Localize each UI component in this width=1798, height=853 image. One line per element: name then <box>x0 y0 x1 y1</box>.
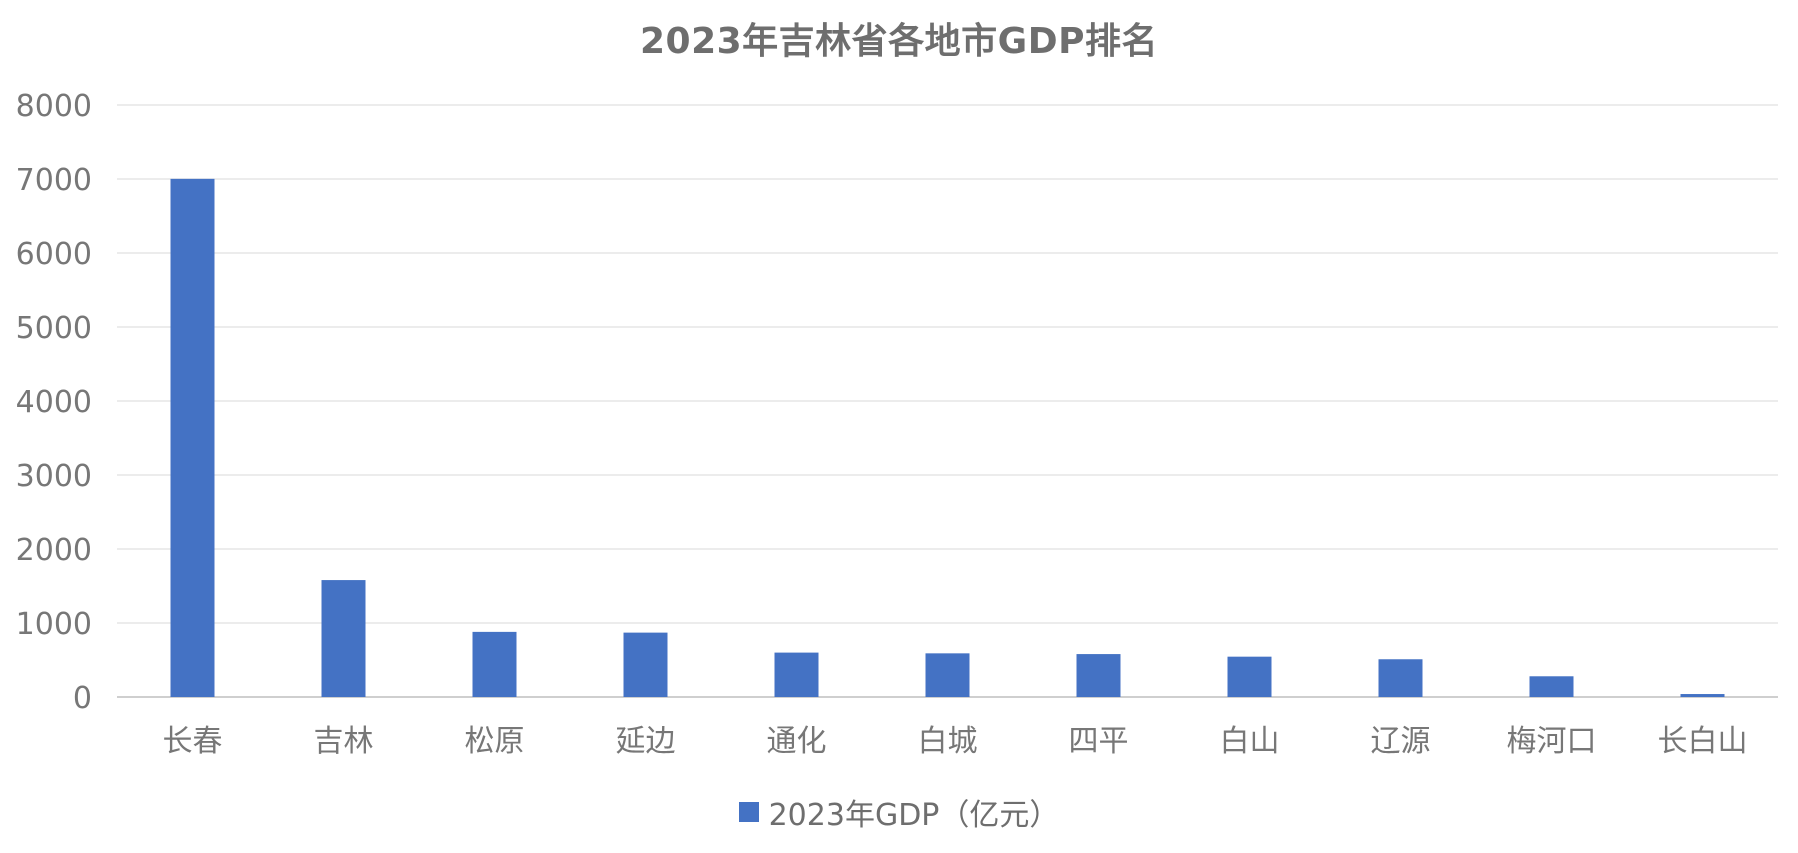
x-category-label: 长春 <box>163 724 223 759</box>
bar-10 <box>1680 694 1725 697</box>
bar-3 <box>623 632 668 697</box>
y-tick-label: 6000 <box>16 237 92 272</box>
y-tick-label: 8000 <box>16 89 92 124</box>
y-tick-label: 4000 <box>16 385 92 420</box>
x-category-label: 延边 <box>616 724 676 759</box>
bar-4 <box>774 652 819 697</box>
x-category-label: 通化 <box>767 724 827 759</box>
legend-swatch <box>738 802 759 822</box>
x-category-label: 白城 <box>918 724 978 759</box>
bar-9 <box>1529 676 1574 697</box>
y-tick-label: 0 <box>73 681 92 716</box>
bar-7 <box>1227 656 1272 697</box>
chart-title: 2023年吉林省各地市GDP排名 <box>639 21 1158 62</box>
y-tick-label: 7000 <box>16 163 92 198</box>
bar-0 <box>170 178 215 698</box>
bar-2 <box>472 631 517 697</box>
x-category-label: 辽源 <box>1371 724 1431 759</box>
legend: 2023年GDP（亿元） <box>0 790 1798 834</box>
legend-label: 2023年GDP（亿元） <box>768 798 1060 833</box>
y-tick-label: 1000 <box>16 607 92 642</box>
x-category-label: 松原 <box>465 724 525 759</box>
bar-1 <box>321 580 366 697</box>
x-category-label: 梅河口 <box>1507 724 1597 759</box>
x-category-label: 长白山 <box>1658 724 1748 759</box>
y-tick-label: 3000 <box>16 459 92 494</box>
x-category-label: 吉林 <box>314 724 374 759</box>
bar-6 <box>1076 654 1121 697</box>
y-tick-label: 2000 <box>16 533 92 568</box>
y-tick-label: 5000 <box>16 311 92 346</box>
x-category-label: 四平 <box>1069 724 1129 759</box>
x-category-label: 白山 <box>1220 724 1280 759</box>
bar-5 <box>925 653 970 697</box>
bar-8 <box>1378 659 1423 697</box>
